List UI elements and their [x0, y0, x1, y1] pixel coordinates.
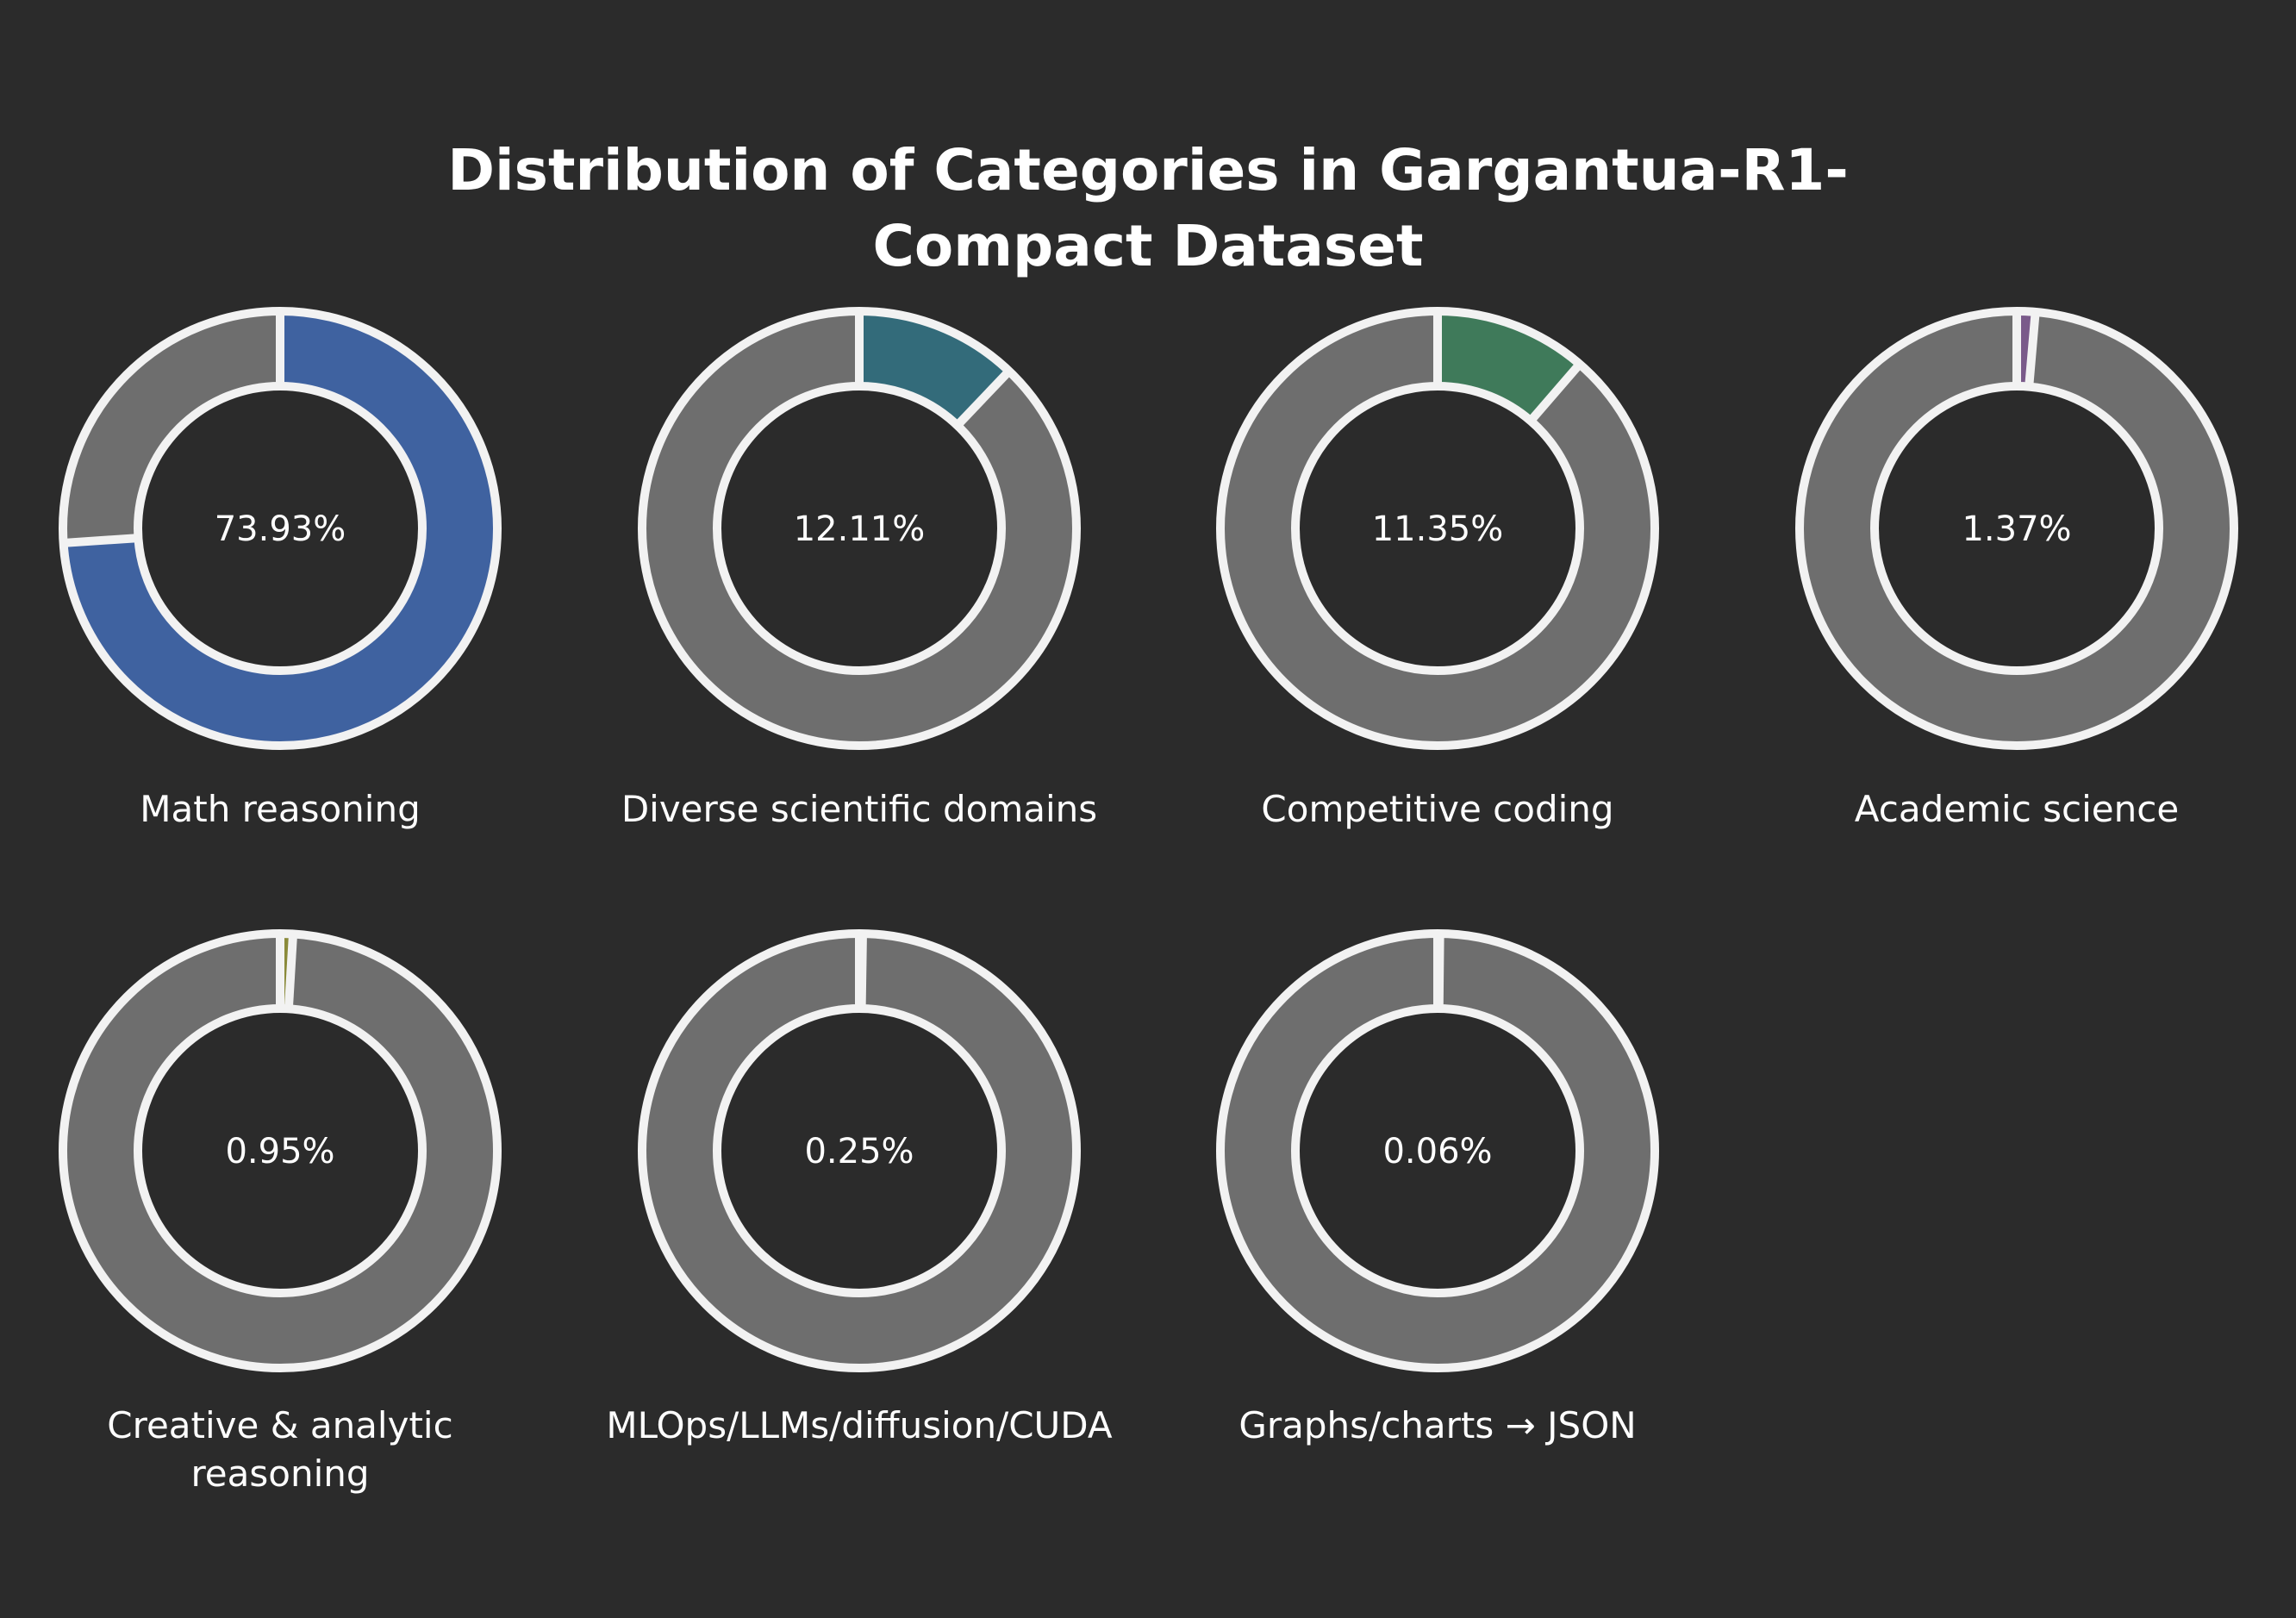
donut-category-1: 73.93% Math reasoning: [63, 311, 497, 830]
donut-category-label-category-2: Diverse scientific domains: [621, 788, 1097, 830]
donut-category-label-category-6: MLOps/LLMs/diffusion/CUDA: [606, 1404, 1113, 1446]
donut-value-label-category-7: 0.06%: [1382, 1132, 1492, 1171]
donut-value-label-category-3: 11.35%: [1372, 509, 1504, 549]
donut-value-label-category-1: 73.93%: [215, 509, 346, 549]
donut-separator-end-category-5: [289, 934, 293, 1009]
donut-separator-end-category-7: [1439, 934, 1440, 1009]
donut-category-2: 12.11% Diverse scientific domains: [621, 311, 1097, 830]
donut-category-label-line-1-category-4: Academic science: [1855, 788, 2179, 830]
donut-category-5: 0.95% Creative & analytic reasoning: [63, 934, 497, 1495]
donut-category-label-line-1-category-1: Math reasoning: [140, 788, 420, 830]
donut-category-label-line-2-category-5: reasoning: [190, 1452, 369, 1495]
donut-category-3: 11.35% Competitive coding: [1220, 311, 1655, 830]
donut-category-label-category-3: Competitive coding: [1261, 788, 1613, 830]
donut-separator-end-category-1: [64, 538, 139, 543]
donut-value-label-category-6: 0.25%: [804, 1132, 914, 1171]
donut-category-label-line-1-category-6: MLOps/LLMs/diffusion/CUDA: [606, 1404, 1113, 1446]
donut-category-label-line-1-category-7: Graphs/charts → JSON: [1238, 1404, 1636, 1446]
donut-category-label-line-1-category-3: Competitive coding: [1261, 788, 1613, 830]
donut-category-7: 0.06% Graphs/charts → JSON: [1220, 934, 1655, 1446]
donut-panels: 73.93% Math reasoning 12.11% Diverse scient…: [63, 311, 2234, 1495]
chart-title-line-1: Distribution of Categories in Gargantua-…: [447, 137, 1848, 203]
donut-category-label-line-1-category-5: Creative & analytic: [107, 1404, 452, 1446]
donut-category-label-category-1: Math reasoning: [140, 788, 420, 830]
donut-category-label-line-1-category-2: Diverse scientific domains: [621, 788, 1097, 830]
donut-value-label-category-2: 12.11%: [794, 509, 926, 549]
donut-category-6: 0.25% MLOps/LLMs/diffusion/CUDA: [606, 934, 1113, 1446]
donut-category-4: 1.37% Academic science: [1800, 311, 2234, 830]
donut-category-label-category-5: Creative & analytic reasoning: [107, 1404, 452, 1495]
donut-value-label-category-5: 0.95%: [225, 1132, 334, 1171]
donut-category-label-category-7: Graphs/charts → JSON: [1238, 1404, 1636, 1446]
chart-title-line-2: Compact Dataset: [873, 213, 1424, 279]
chart-title: Distribution of Categories in Gargantua-…: [447, 137, 1848, 279]
donut-category-label-category-4: Academic science: [1855, 788, 2179, 830]
donut-value-label-category-4: 1.37%: [1962, 509, 2071, 549]
donut-separator-end-category-6: [862, 934, 863, 1009]
